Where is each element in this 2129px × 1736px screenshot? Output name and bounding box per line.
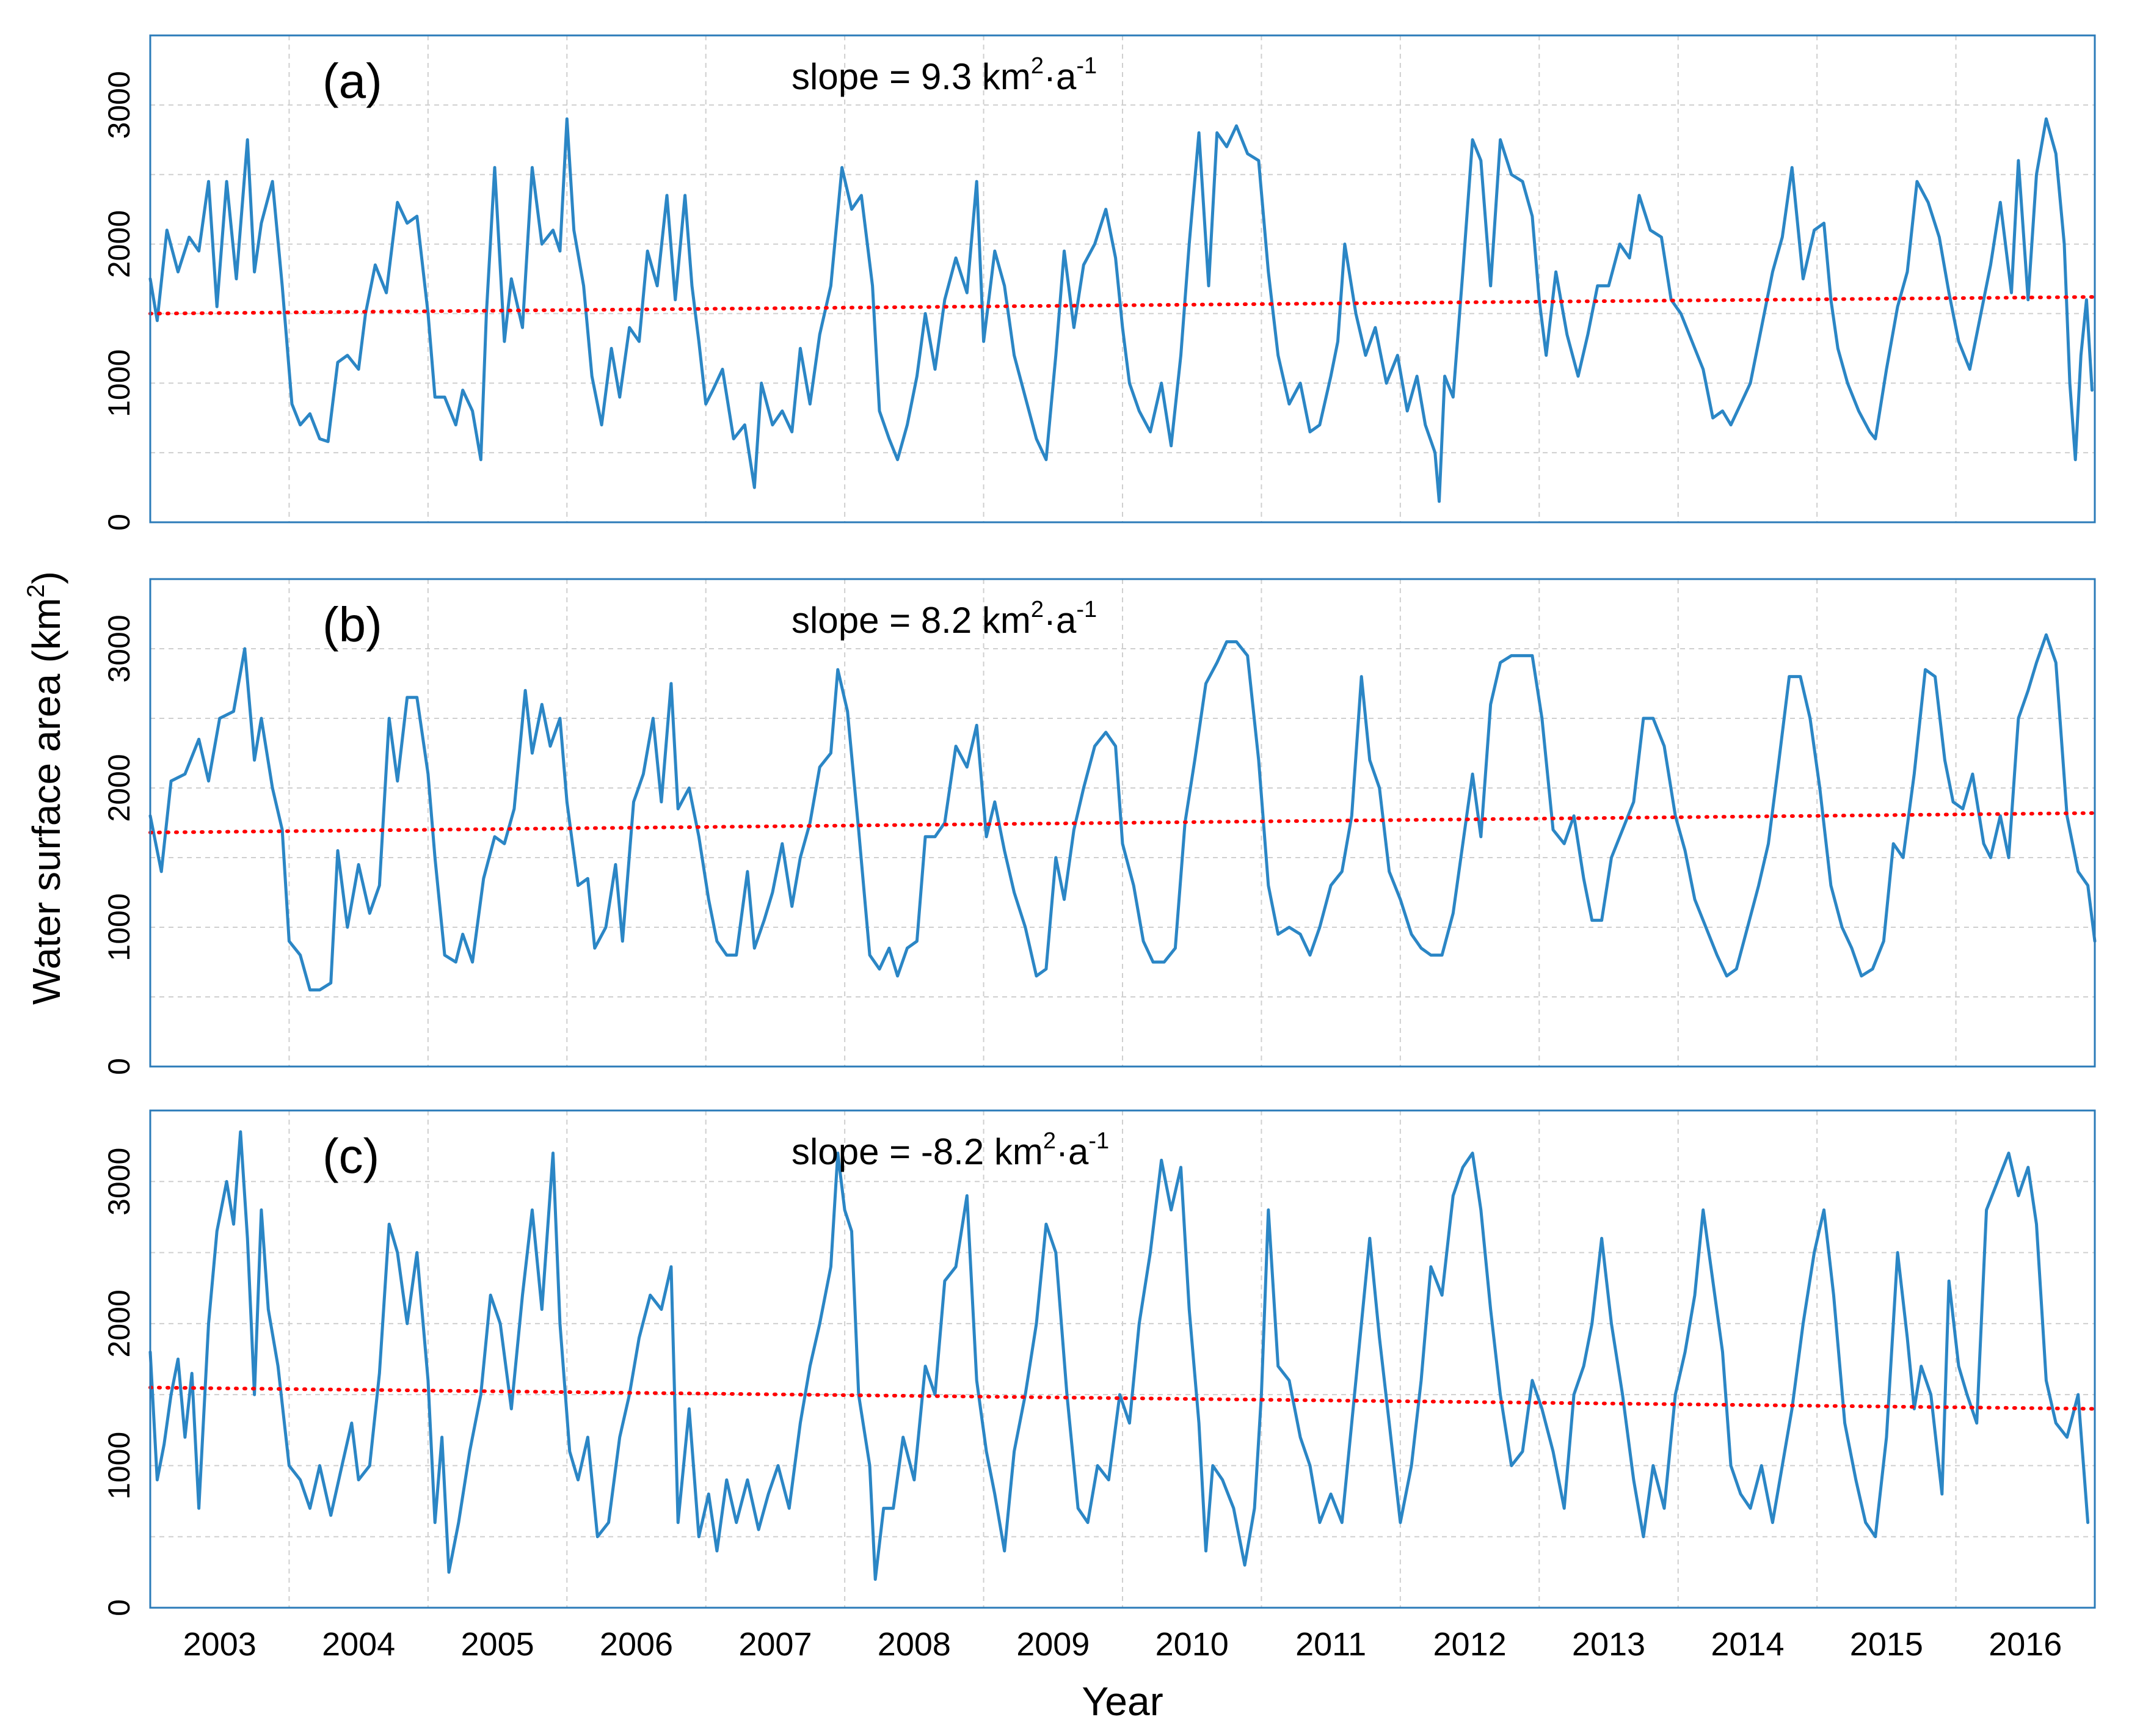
panel-c: 0 1000 2000 3000 (c) slope = -8.2 km2·a-1 bbox=[102, 1109, 2097, 1616]
slope-annotation: slope = 9.3 km2·a-1 bbox=[792, 53, 1097, 97]
trend-line bbox=[148, 1385, 2097, 1411]
water-area-series-line bbox=[148, 1130, 2090, 1581]
x-tick-label: 2003 bbox=[183, 1626, 257, 1663]
slope-sup-2: 2 bbox=[1043, 1128, 1056, 1154]
slope-sup-minus1: -1 bbox=[1088, 1128, 1109, 1154]
x-tick-label: 2009 bbox=[1016, 1626, 1090, 1663]
y-tick-label: 2000 bbox=[102, 210, 136, 278]
x-tick-label: 2008 bbox=[878, 1626, 951, 1663]
x-tick-label: 2004 bbox=[322, 1626, 395, 1663]
water-area-series-line bbox=[148, 117, 2094, 503]
slope-annotation: slope = -8.2 km2·a-1 bbox=[792, 1128, 1109, 1172]
panel-label: (b) bbox=[322, 597, 382, 652]
y-axis-title-main: Water surface area (km bbox=[24, 598, 68, 1005]
panel-label: (a) bbox=[322, 54, 382, 108]
x-tick-label: 2005 bbox=[461, 1626, 534, 1663]
y-tick-label: 2000 bbox=[102, 754, 136, 822]
slope-per-year: ·a bbox=[1044, 600, 1077, 641]
trend-line bbox=[148, 811, 2097, 834]
slope-sup-minus1: -1 bbox=[1076, 53, 1097, 79]
y-tick-label: 0 bbox=[102, 1058, 136, 1075]
x-tick-label: 2012 bbox=[1433, 1626, 1507, 1663]
slope-sup-2: 2 bbox=[1031, 597, 1044, 622]
slope-annotation: slope = 8.2 km2·a-1 bbox=[792, 597, 1097, 641]
panel-frame bbox=[149, 578, 2096, 1068]
slope-text: slope = 9.3 km bbox=[792, 56, 1031, 97]
x-tick-label: 2011 bbox=[1295, 1626, 1366, 1663]
y-tick-label: 1000 bbox=[102, 349, 136, 417]
panel-frame bbox=[149, 34, 2096, 523]
x-tick-label: 2016 bbox=[1989, 1626, 2062, 1663]
x-tick-label: 2010 bbox=[1155, 1626, 1229, 1663]
y-axis-title: Water surface area (km2) bbox=[23, 571, 68, 1005]
x-tick-label: 2015 bbox=[1850, 1626, 1923, 1663]
slope-sup-2: 2 bbox=[1031, 53, 1044, 79]
x-tick-label: 2007 bbox=[738, 1626, 812, 1663]
y-axis-title-end: ) bbox=[24, 571, 68, 584]
trend-line bbox=[148, 295, 2097, 316]
slope-per-year: ·a bbox=[1044, 56, 1077, 97]
x-tick-label: 2014 bbox=[1711, 1626, 1784, 1663]
slope-per-year: ·a bbox=[1056, 1131, 1089, 1172]
x-tick-label: 2013 bbox=[1572, 1626, 1645, 1663]
y-tick-label: 0 bbox=[102, 514, 136, 531]
y-tick-label: 3000 bbox=[102, 1148, 136, 1216]
x-axis-title: Year bbox=[1082, 1679, 1163, 1724]
panel-b: 0 1000 2000 3000 (b) slope = 8.2 km2·a-1 bbox=[102, 578, 2097, 1075]
y-axis-title-sup: 2 bbox=[23, 584, 49, 597]
y-tick-label: 2000 bbox=[102, 1289, 136, 1357]
panel-frame bbox=[149, 1109, 2096, 1609]
panel-a: 0 1000 2000 3000 (a) slope = 9.3 km2·a-1 bbox=[102, 34, 2097, 531]
y-tick-label: 1000 bbox=[102, 1432, 136, 1500]
y-tick-label: 1000 bbox=[102, 893, 136, 961]
slope-text: slope = 8.2 km bbox=[792, 600, 1031, 641]
x-axis-tick-labels: 2003 2004 2005 2006 2007 2008 2009 2010 2011 2012… bbox=[183, 1626, 2062, 1663]
y-tick-label: 0 bbox=[102, 1599, 136, 1616]
y-tick-label: 3000 bbox=[102, 71, 136, 139]
water-area-series-line bbox=[148, 633, 2097, 992]
y-tick-label: 3000 bbox=[102, 615, 136, 682]
panel-label: (c) bbox=[322, 1129, 379, 1183]
slope-text: slope = -8.2 km bbox=[792, 1131, 1043, 1172]
slope-sup-minus1: -1 bbox=[1076, 597, 1097, 622]
x-tick-label: 2006 bbox=[600, 1626, 673, 1663]
